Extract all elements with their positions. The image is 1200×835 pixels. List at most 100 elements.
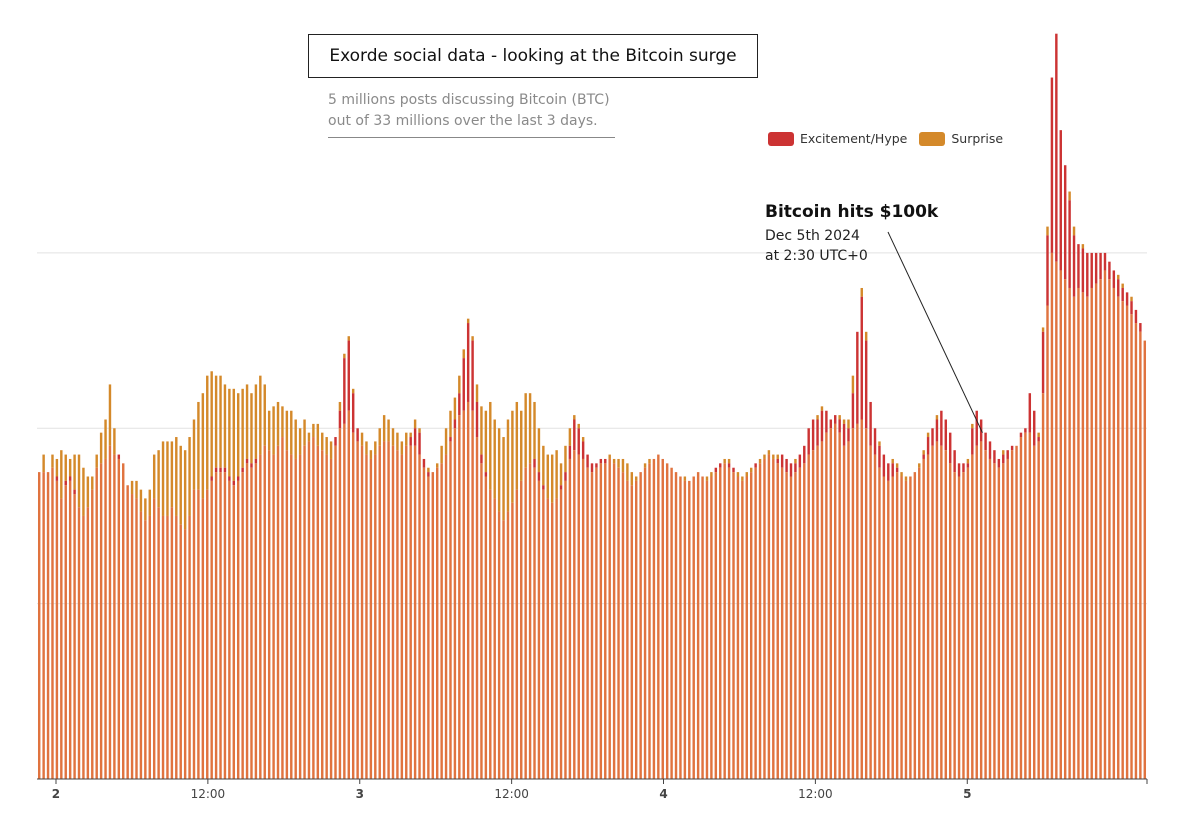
hype-bar [780,454,784,468]
surprise-bar [537,428,541,473]
base-bar [913,472,917,779]
surprise-bar [68,458,72,477]
surprise-bar [281,406,284,438]
bar-group [1010,445,1014,779]
base-bar [878,467,881,779]
base-bar [152,498,156,779]
hype-bar [1006,450,1009,459]
bar-group [232,388,236,779]
hype-bar [1086,252,1089,297]
base-bar [701,476,704,779]
bar-group [493,419,496,779]
base-bar [502,520,505,779]
bar-group [869,401,872,779]
bar-group [95,454,98,779]
base-bar [396,450,399,779]
bar-group [427,467,430,779]
bar-group [798,454,802,779]
bar-group [1077,244,1080,779]
surprise-bar [219,375,222,468]
base-bar [86,507,90,779]
surprise-bar [935,415,939,420]
hype-bar [537,472,541,481]
bar-group [847,419,850,779]
bar-group [1134,309,1138,779]
surprise-bar [444,428,448,455]
base-bar [1068,287,1071,779]
bar-group [895,463,899,779]
bar-group [1130,296,1133,779]
bar-group [37,472,41,779]
surprise-bar [1037,432,1040,438]
bar-group [1112,270,1116,779]
base-bar [462,410,465,779]
surprise-bar [820,406,824,411]
hype-bar [471,340,474,411]
bar-group [1002,450,1005,779]
base-bar [975,445,978,779]
surprise-bar [878,441,881,446]
bar-group [882,454,886,779]
bar-group [745,472,748,779]
surprise-bar [214,375,218,468]
bar-group [599,458,603,779]
surprise-bar [387,419,390,442]
surprise-bar [321,432,324,451]
bar-group [719,463,722,779]
base-bar [803,463,806,779]
bar-group [608,454,611,779]
surprise-bar [396,432,399,451]
surprise-bar [104,419,107,459]
hype-bar [926,437,930,455]
hype-bar [466,323,470,402]
bar-group [506,419,510,779]
base-bar [440,463,443,779]
hype-bar [1037,437,1040,442]
hype-bar [210,476,213,481]
x-tick-label: 2 [52,787,60,801]
surprise-bar [767,450,771,455]
base-bar [595,467,598,779]
surprise-bar [99,432,103,464]
hype-bar [351,393,355,433]
bar-group [259,375,262,779]
hype-bar [573,419,576,451]
hype-bar [462,358,465,411]
bar-group [1090,252,1093,779]
bar-group [674,472,678,779]
hype-bar [236,476,240,481]
surprise-bar [493,419,496,499]
base-bar [767,454,771,779]
base-bar [1010,450,1014,779]
surprise-bar [1002,450,1005,455]
bar-group [670,467,673,779]
chart-subtitle: 5 millions posts discussing Bitcoin (BTC… [328,90,615,138]
base-bar [1134,323,1138,779]
base-bar [338,428,342,779]
base-bar [175,515,178,779]
bar-group [82,467,85,779]
surprise-bar [413,419,417,429]
base-bar [298,454,302,779]
surprise-bar [502,437,505,521]
bar-group [334,437,337,779]
base-bar [864,428,868,779]
bar-group [542,445,545,779]
bar-group [321,432,324,779]
base-bar [834,423,837,779]
surprise-bar [895,463,899,468]
base-bar [497,511,501,779]
base-bar [979,441,983,779]
bar-group [281,406,284,779]
bar-group [741,476,744,779]
surprise-bar [736,472,740,477]
surprise-bar [851,375,855,394]
surprise-bar [480,406,483,455]
bar-group [431,472,435,779]
bar-group [42,454,45,779]
hype-bar [1077,244,1080,288]
hype-bar [847,428,850,442]
bar-group [325,437,328,779]
base-bar [710,476,713,779]
base-bar [466,401,470,779]
